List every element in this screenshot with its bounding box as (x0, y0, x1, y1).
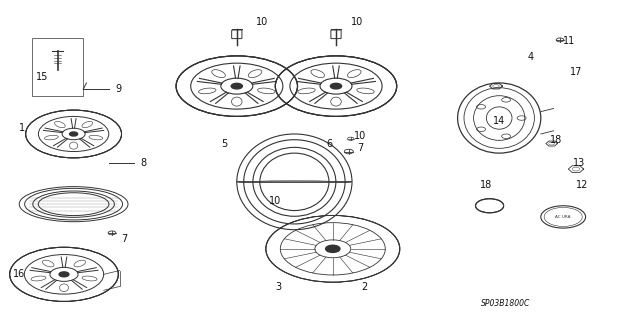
Circle shape (59, 272, 69, 277)
Text: 12: 12 (576, 180, 588, 190)
Text: 1: 1 (19, 122, 26, 133)
Text: 18: 18 (480, 180, 493, 190)
Text: 18: 18 (550, 135, 563, 145)
Text: 13: 13 (573, 158, 585, 168)
Text: 11: 11 (563, 36, 575, 47)
Text: 17: 17 (570, 67, 582, 77)
Text: 15: 15 (36, 71, 48, 82)
Text: 9: 9 (115, 84, 122, 94)
Text: SP03B1800C: SP03B1800C (481, 299, 531, 308)
Circle shape (330, 83, 342, 89)
Text: 8: 8 (141, 158, 147, 168)
Text: 14: 14 (493, 116, 505, 126)
Text: 2: 2 (362, 282, 368, 292)
Text: 7: 7 (122, 234, 128, 244)
Text: 10: 10 (354, 130, 366, 141)
Text: 10: 10 (256, 17, 268, 27)
Text: 16: 16 (13, 269, 25, 279)
Text: 5: 5 (221, 138, 227, 149)
Text: 7: 7 (357, 143, 364, 153)
Circle shape (326, 245, 340, 252)
Text: AC URA: AC URA (556, 215, 571, 219)
Text: 10: 10 (351, 17, 363, 27)
Circle shape (70, 132, 77, 136)
Circle shape (231, 83, 243, 89)
Text: 3: 3 (275, 282, 282, 292)
Text: 6: 6 (326, 138, 333, 149)
Text: 10: 10 (269, 196, 281, 206)
Text: 4: 4 (528, 52, 534, 63)
